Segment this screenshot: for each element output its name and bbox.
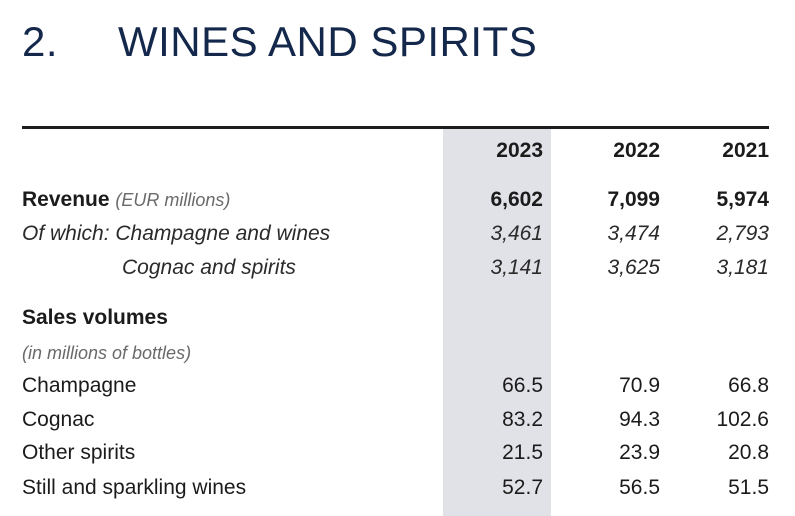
section-number: 2. xyxy=(22,18,59,65)
row-value-2023: 83.2 xyxy=(502,408,543,431)
row-label: Other spirits xyxy=(22,441,136,464)
year-header-2023: 2023 xyxy=(496,139,543,162)
row-value-2021: 102.6 xyxy=(716,408,769,431)
row-value-2022: 56.5 xyxy=(619,476,660,499)
champagne-wines-2022: 3,474 xyxy=(607,222,660,245)
cognac-spirits-label: Cognac and spirits xyxy=(122,256,296,279)
row-value-2023: 52.7 xyxy=(502,476,543,499)
table-top-rule xyxy=(22,126,769,129)
champagne-wines-label: Of which: Champagne and wines xyxy=(22,222,331,245)
cognac-spirits-2021: 3,181 xyxy=(716,256,769,279)
row-value-2021: 51.5 xyxy=(728,476,769,499)
revenue-2022: 7,099 xyxy=(607,188,660,211)
sales-volumes-heading: Sales volumes xyxy=(22,306,168,329)
row-value-2021: 20.8 xyxy=(728,441,769,464)
row-label: Champagne xyxy=(22,374,137,397)
row-value-2022: 94.3 xyxy=(619,408,660,431)
revenue-2021: 5,974 xyxy=(716,188,769,211)
champagne-wines-2021: 2,793 xyxy=(716,222,769,245)
revenue-2023: 6,602 xyxy=(490,188,543,211)
row-value-2023: 66.5 xyxy=(502,374,543,397)
row-value-2021: 66.8 xyxy=(728,374,769,397)
revenue-unit: (EUR millions) xyxy=(115,190,231,210)
cognac-spirits-2023: 3,141 xyxy=(490,256,543,279)
row-label: Cognac xyxy=(22,408,95,431)
year-header-2021: 2021 xyxy=(722,139,769,162)
champagne-wines-2023: 3,461 xyxy=(490,222,543,245)
row-value-2022: 23.9 xyxy=(619,441,660,464)
current-year-column-shading xyxy=(443,129,551,516)
cognac-spirits-2022: 3,625 xyxy=(607,256,660,279)
revenue-label: Revenue xyxy=(22,188,110,211)
year-header-2022: 2022 xyxy=(613,139,660,162)
row-value-2022: 70.9 xyxy=(619,374,660,397)
sales-volumes-unit: (in millions of bottles) xyxy=(22,343,192,363)
revenue-row: Revenue (EUR millions) xyxy=(22,188,230,212)
row-value-2023: 21.5 xyxy=(502,441,543,464)
section-title: WINES AND SPIRITS xyxy=(118,18,538,65)
row-label: Still and sparkling wines xyxy=(22,476,247,499)
